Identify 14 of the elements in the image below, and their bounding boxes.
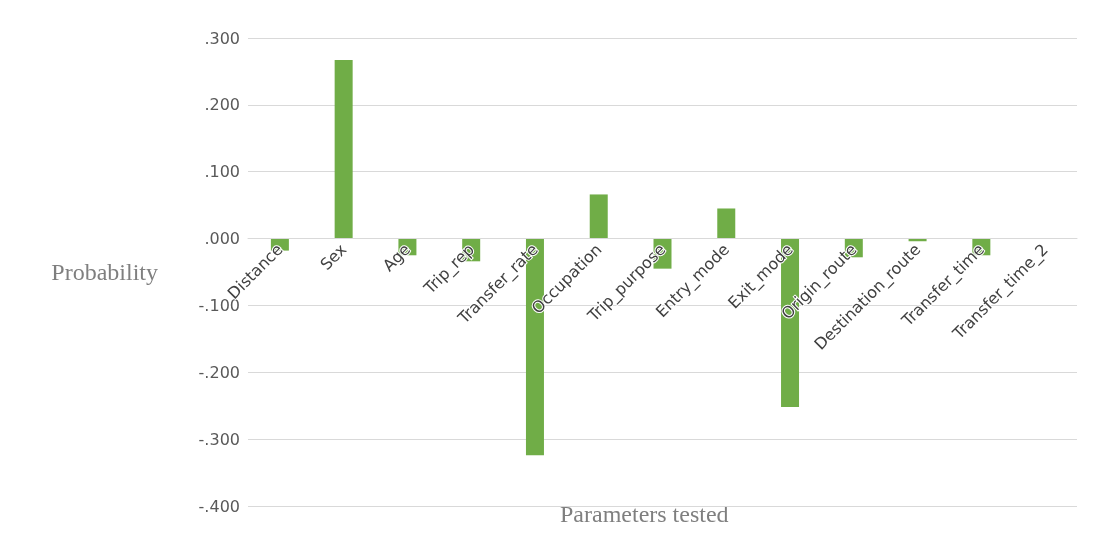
bar (334, 60, 353, 239)
y-tick-label: .200 (204, 95, 240, 115)
y-tick-label: -.200 (198, 362, 240, 382)
y-tick-label: -.400 (198, 496, 240, 516)
y-tick-label: -.300 (198, 429, 240, 449)
y-tick-label: .100 (204, 162, 240, 182)
x-tick-label: Sex (316, 239, 351, 274)
y-tick-label: .000 (204, 229, 240, 249)
y-axis-title: Probability (51, 259, 158, 285)
bar (589, 194, 608, 239)
x-axis-title: Parameters tested (560, 501, 729, 527)
x-tick-label: Age (378, 239, 415, 276)
bar (717, 208, 736, 239)
y-tick-label: .300 (204, 28, 240, 48)
